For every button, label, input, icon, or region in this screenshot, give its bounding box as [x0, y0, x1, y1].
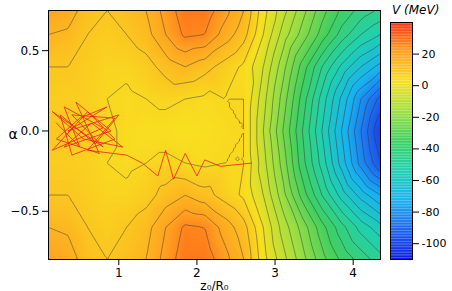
- svg-text:-60: -60: [422, 174, 440, 187]
- svg-text:0.5: 0.5: [20, 44, 39, 58]
- svg-text:4: 4: [349, 266, 357, 280]
- svg-text:0.0: 0.0: [20, 124, 39, 138]
- svg-text:-40: -40: [422, 142, 440, 155]
- svg-text:3: 3: [271, 266, 279, 280]
- svg-text:-20: -20: [422, 111, 440, 124]
- svg-text:-80: -80: [422, 206, 440, 219]
- svg-text:α: α: [9, 126, 18, 142]
- svg-text:z₀/R₀: z₀/R₀: [200, 279, 228, 291]
- svg-text:0: 0: [422, 79, 429, 92]
- svg-text:-100: -100: [422, 237, 447, 250]
- svg-text:1: 1: [115, 266, 123, 280]
- svg-text:2: 2: [193, 266, 201, 280]
- svg-text:−0.5: −0.5: [10, 204, 39, 218]
- svg-text:20: 20: [422, 48, 436, 61]
- html-text:V (MeV): V (MeV): [392, 3, 440, 17]
